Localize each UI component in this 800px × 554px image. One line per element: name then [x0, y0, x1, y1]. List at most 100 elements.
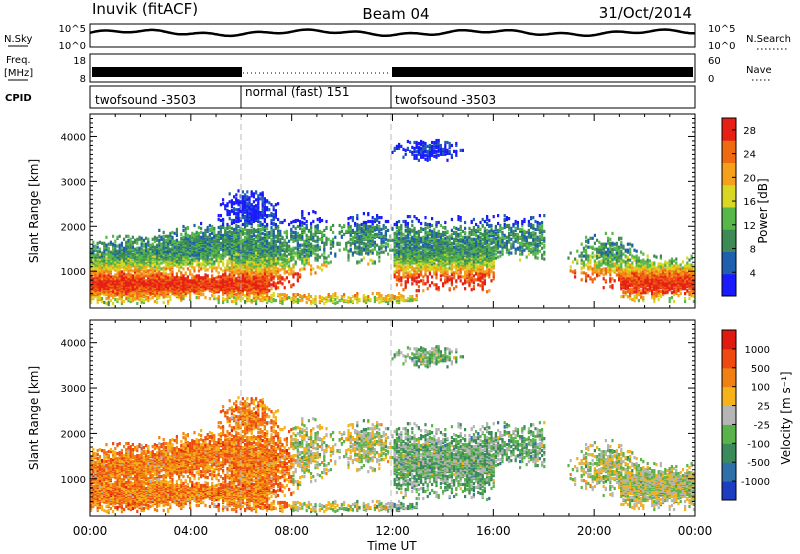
power-cell [277, 233, 280, 237]
power-cell [292, 224, 295, 229]
power-cell [156, 264, 159, 268]
power-cell [134, 278, 137, 282]
power-cell [246, 228, 249, 232]
power-cell [118, 297, 121, 301]
power-cell [367, 212, 370, 216]
power-cell [301, 252, 304, 256]
power-cell [226, 213, 229, 217]
power-cell [107, 246, 110, 250]
power-cell [167, 299, 170, 304]
power-cell [244, 215, 247, 219]
power-cell [180, 238, 183, 242]
power-cell [248, 276, 251, 280]
power-cell [338, 230, 341, 234]
power-cell [292, 293, 295, 297]
power-cell [193, 238, 196, 242]
power-cell [323, 301, 326, 306]
power-cell [98, 295, 101, 299]
power-cell [274, 250, 277, 254]
power-cell [160, 267, 163, 271]
power-cell [314, 299, 317, 304]
power-cell [189, 298, 192, 302]
power-cell [204, 233, 207, 237]
power-cell [356, 245, 359, 249]
power-cell [202, 255, 205, 259]
power-cell [131, 276, 134, 280]
power-cell [94, 274, 97, 278]
power-cell [171, 280, 174, 284]
power-cell [373, 217, 376, 222]
power-cell [365, 300, 368, 305]
power-cell [186, 280, 189, 284]
power-cell [222, 224, 225, 229]
power-cell [270, 276, 273, 280]
power-cell [171, 235, 174, 239]
power-cell [336, 300, 339, 305]
power-cell [241, 231, 244, 235]
power-cell [138, 259, 141, 263]
power-cell [356, 292, 359, 296]
power-cell [299, 273, 302, 277]
power-cell [219, 267, 222, 271]
power-cell [373, 227, 376, 231]
power-cell [224, 275, 227, 279]
power-cell [301, 250, 304, 254]
power-cell [261, 207, 264, 211]
power-cell [118, 250, 121, 254]
power-cell [134, 238, 137, 242]
power-cell [228, 293, 231, 297]
power-cell [217, 214, 220, 218]
power-cell [138, 255, 141, 259]
power-cell [164, 238, 167, 242]
power-cell [376, 232, 379, 236]
power-cell [283, 218, 286, 223]
power-cell [140, 268, 143, 272]
power-cell [173, 242, 176, 246]
power-cell [354, 242, 357, 246]
power-cell [180, 277, 183, 281]
power-cell [343, 295, 346, 299]
power-cell [292, 238, 295, 242]
power-cell [369, 236, 372, 240]
power-cell [228, 266, 231, 270]
freq-band-a [92, 67, 242, 77]
power-cell [153, 265, 156, 269]
power-cell [96, 266, 99, 270]
power-cell [358, 236, 361, 240]
power-cell [195, 278, 198, 282]
power-cell [175, 275, 178, 279]
power-cell [215, 297, 218, 301]
power-cell [303, 260, 306, 264]
power-cell [235, 212, 238, 216]
power-cell [195, 252, 198, 256]
power-cell [270, 296, 273, 300]
power-cell [156, 300, 159, 305]
power-cell [116, 253, 119, 257]
power-cell [288, 280, 291, 284]
power-cell [261, 256, 264, 260]
power-cell [101, 275, 104, 279]
power-cell [373, 219, 376, 224]
power-cell [224, 254, 227, 258]
power-cell [272, 265, 275, 269]
power-cell [259, 250, 262, 254]
power-cell [250, 203, 253, 207]
power-cell [197, 265, 200, 269]
power-cell [149, 243, 152, 247]
power-cell [246, 215, 249, 219]
power-cell [318, 245, 321, 249]
power-cell [241, 227, 244, 231]
power-cell [191, 280, 194, 284]
power-cell [261, 197, 264, 201]
power-cell [263, 227, 266, 231]
power-cell [252, 219, 255, 224]
power-cell [123, 290, 126, 294]
power-cell [323, 297, 326, 301]
power-cell [171, 255, 174, 259]
cpid-panel: CPID twofsound -3503 normal (fast) 151 t… [5, 85, 696, 109]
power-cell [266, 236, 269, 240]
power-cell [272, 208, 275, 212]
power-cell [378, 233, 381, 237]
power-cell [246, 210, 249, 214]
power-cell [257, 205, 260, 209]
